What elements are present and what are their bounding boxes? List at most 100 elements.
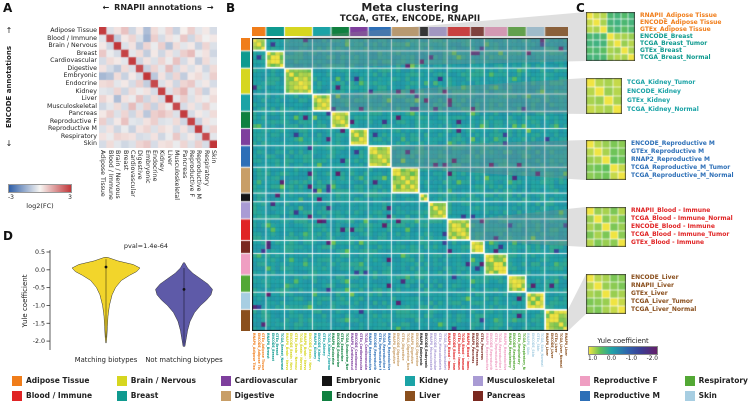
legend-item-label: Liver (419, 391, 441, 400)
legend-color-swatch (12, 375, 22, 386)
a-row-label: Adipose Tissue (50, 27, 97, 34)
legend-item-label: Blood / Immune (26, 391, 93, 400)
a-row-label: Digestive (67, 64, 97, 72)
panel-a-letter: A (3, 1, 13, 15)
a-row-label: Kidney (75, 87, 97, 95)
y-tick-label: -2.0 (33, 338, 45, 345)
panel-b-top-annotation-bar (252, 27, 568, 36)
colorbar-min-tick: -3 (8, 194, 14, 201)
inset-heatmap-canvas (586, 12, 635, 61)
a-row-label: Pancreas (68, 110, 97, 118)
inset-label-list: RNAPII_Blood - Immune TCGA_Blood - Immune… (631, 207, 733, 247)
log2fc-colorbar-gradient (8, 184, 72, 193)
inset-heatmap-canvas (586, 78, 622, 114)
legend-item-embryonic: Embryonic (322, 373, 381, 388)
legend-item-label: Adipose Tissue (26, 376, 90, 385)
arrow-right-icon: → (206, 3, 214, 12)
legend-item-label: Respiratory (698, 376, 748, 385)
legend-color-swatch (405, 390, 416, 401)
x-category-label: Not matching biotypes (145, 356, 223, 364)
inset-heatmap-canvas (586, 274, 626, 314)
inset-sample-label: TCGA_Liver_Normal (631, 306, 697, 313)
legend-item-breast: Breast (116, 388, 196, 403)
legend-color-swatch (472, 390, 483, 401)
connector-wedge (391, 140, 586, 180)
inset-sample-label: GTEx_Blood - Immune (631, 239, 705, 246)
legend-color-swatch (579, 375, 590, 386)
panel-c-letter: C (576, 1, 585, 15)
panel-a-col-axis-label: RNAPII annotations (114, 3, 202, 12)
panel-a-col-axis-title: ← RNAPII annotations → (83, 3, 233, 12)
legend-item-label: Brain / Nervous (130, 376, 196, 385)
inset-sample-label: TCGA_Blood - Immune_Normal (631, 215, 733, 222)
legend-item-label: Pancreas (486, 391, 526, 400)
a-row-label: Brain / Nervous (48, 42, 97, 50)
legend-item-reproductive-f: Reproductive F (579, 373, 660, 388)
colorbar-label: log2(FC) (26, 202, 54, 210)
a-row-label: Liver (81, 95, 97, 103)
yule-legend-title: Yule coefficient (597, 337, 649, 345)
legend-color-swatch (116, 390, 127, 401)
inset-label-list: RNAPII_Adipose Tissue ENCODE_Adipose Tiss… (640, 12, 721, 61)
legend-item-label: Endocrine (336, 391, 379, 400)
inset-sample-label: ENCODE_Reproductive M (631, 140, 715, 147)
arrow-up-icon: ↑ (5, 26, 13, 35)
panel-a-row-labels: Adipose Tissue Blood / Immune Brain / Nerv… (26, 27, 97, 148)
legend-item-label: Musculoskeletal (486, 376, 555, 385)
violin-plot: 0.5 0.0 -0.5 -1.0 -1.5 -2.0 Yule coefficient pv… (21, 242, 223, 364)
legend-item-liver: Liver (405, 388, 448, 403)
inset-sample-label: RNAPII_Liver (631, 282, 674, 289)
yule-tick-label: 0.0 (606, 356, 617, 362)
inset-sample-label: ENCODE_Blood - Immune (631, 223, 715, 230)
inset-sample-label: ENCODE_Adipose Tissue (640, 19, 722, 26)
arrow-left-icon: ← (102, 3, 110, 12)
y-tick-label: -0.5 (33, 285, 45, 292)
legend-item-kidney: Kidney (405, 373, 448, 388)
legend-item-label: Cardiovascular (234, 376, 298, 385)
inset-sample-label: RNAP2_Reproductive M (631, 156, 711, 163)
panel-b-left-annotation-bar (241, 38, 250, 331)
inset-sample-label: TCGA_Reproductive_M_Tumor (631, 164, 731, 171)
legend-item-pancreas: Pancreas (472, 388, 555, 403)
legend-item-label: Breast (130, 391, 159, 400)
legend-item-label: Embryonic (336, 376, 381, 385)
inset-label-list: ENCODE_Liver RNAPII_Liver GTEx_Liver TCGA_L… (631, 274, 696, 314)
yule-colorbar-ticks: 1.0 0.0 -1.0 -2.0 (588, 356, 658, 362)
inset-sample-label: TCGA_Liver_Tumor (631, 298, 693, 305)
inset-sample-label: TCGA_Reproductive_M_Normal (631, 172, 734, 179)
yule-tick-label: -1.0 (625, 356, 638, 362)
legend-item-skin: Skin (684, 388, 748, 403)
biotype-legend: Adipose Tissue Blood / Immune Brain / Nerv… (12, 373, 748, 403)
inset-sample-label: ENCODE_Breast (640, 33, 693, 40)
a-row-label: Endocrine (65, 79, 98, 87)
legend-item-cardiovascular: Cardiovascular (220, 373, 298, 388)
yule-coefficient-legend: Yule coefficient 1.0 0.0 -1.0 -2.0 (588, 337, 658, 362)
a-row-label: Reproductive F (49, 117, 97, 125)
inset-heatmap-canvas (586, 140, 626, 180)
y-axis-title: Yule coefficient (21, 274, 29, 328)
inset-sample-label: GTEx_Reproductive M (631, 148, 705, 155)
inset-adipose-breast: RNAPII_Adipose Tissue ENCODE_Adipose Tiss… (586, 12, 721, 61)
inset-sample-label: GTEx_Liver (631, 290, 668, 297)
inset-sample-label: TCGA_Breast_Normal (640, 54, 711, 61)
inset-sample-label: ENCODE_Kidney (627, 88, 681, 95)
legend-item-label: Kidney (419, 376, 449, 385)
y-tick-label: 0.5 (35, 249, 45, 256)
inset-sample-label: GTEx_Kidney (627, 97, 671, 104)
colorbar-max-tick: 3 (68, 194, 72, 201)
inset-sample-label: TCGA_Kidney_Tumor (627, 79, 696, 86)
x-category-label: Matching biotypes (75, 356, 138, 364)
a-row-label: Reproductive M (48, 125, 97, 133)
a-row-label: Skin (83, 140, 97, 148)
arrow-down-icon: ↓ (5, 139, 13, 148)
yule-colorbar-gradient (588, 346, 658, 355)
legend-color-swatch (322, 390, 333, 401)
legend-item-adipose-tissue: Adipose Tissue (12, 373, 92, 388)
yule-tick-label: -2.0 (646, 356, 658, 362)
connector-wedge (284, 12, 586, 69)
legend-color-swatch (220, 375, 231, 386)
legend-item-brain-nervous: Brain / Nervous (116, 373, 196, 388)
y-tick-label: -1.5 (33, 320, 45, 327)
legend-color-swatch (405, 375, 416, 386)
